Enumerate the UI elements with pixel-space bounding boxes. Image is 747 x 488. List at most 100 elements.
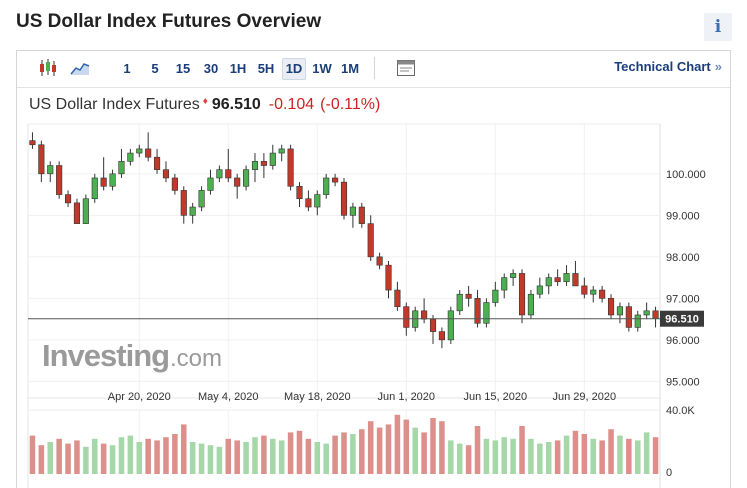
candle-body (73, 202, 81, 224)
candle (634, 310, 641, 332)
volume-bar (56, 438, 62, 474)
candle (198, 186, 205, 212)
candle-body (527, 293, 534, 316)
timeframe-15[interactable]: 15 (175, 61, 191, 76)
timeframe-1w[interactable]: 1W (312, 61, 332, 76)
volume-bar (314, 442, 321, 474)
price-tick-label: 97.000 (666, 293, 700, 305)
volume-bar (456, 443, 463, 474)
volume-bar (634, 440, 641, 474)
technical-chart-link[interactable]: Technical Chart» (614, 59, 722, 74)
volume-bar (394, 414, 401, 474)
candle-body (251, 161, 259, 170)
date-tick-label: May 18, 2020 (284, 391, 351, 403)
candle-body (554, 277, 561, 283)
volume-bar (572, 430, 579, 474)
candle (572, 261, 579, 287)
candle-body (269, 152, 276, 166)
timeframe-5[interactable]: 5 (151, 61, 159, 76)
candle (652, 306, 659, 328)
volume-bar (118, 437, 125, 474)
date-tick-label: Jun 29, 2020 (553, 391, 617, 403)
volume-bar (47, 442, 54, 474)
volume-bar (100, 443, 107, 474)
candlestick-chart-icon[interactable] (37, 58, 59, 78)
volume-bar (581, 434, 588, 474)
candle (447, 306, 454, 345)
volume-bar (65, 443, 71, 474)
candle-body (296, 185, 303, 200)
candle (73, 198, 81, 224)
quote-line: US Dollar Index Futures ♦ 96.510 -0.104 (-0.… (29, 96, 386, 114)
page-title: US Dollar Index Futures Overview (16, 11, 322, 32)
volume-bar (252, 437, 258, 474)
volume-bar (483, 438, 490, 474)
volume-bar (323, 443, 329, 474)
candle-body (438, 331, 445, 341)
candle (269, 144, 276, 170)
candle (64, 190, 72, 208)
price-tick-label: 95.000 (666, 376, 700, 388)
candle (91, 173, 98, 203)
volume-bar (528, 438, 534, 474)
last-price-line: 96.510 (28, 310, 704, 327)
volume-bar (617, 435, 623, 474)
candle-body (376, 256, 383, 266)
volume-bar (599, 440, 605, 474)
candle (332, 173, 339, 187)
candle-body (64, 194, 72, 204)
indicators-panel-icon[interactable] (395, 58, 417, 78)
timeframe-1[interactable]: 1 (123, 61, 131, 76)
timeframe-1h[interactable]: 1H (229, 61, 247, 76)
price-change: -0.104 (268, 96, 315, 113)
candle-body (287, 148, 294, 187)
candle-body (29, 140, 36, 146)
candle (29, 132, 36, 149)
volume-bar (189, 442, 196, 474)
timeframe-30[interactable]: 30 (203, 61, 219, 76)
last-price-badge (660, 310, 704, 327)
candle (599, 285, 606, 303)
candle (225, 148, 232, 183)
volume-bar (554, 440, 561, 474)
investing-logo: Investing .com (42, 338, 222, 373)
volume-tick-label: 0 (666, 467, 672, 479)
logo-brand: Investing (42, 338, 169, 373)
candle (554, 269, 561, 286)
candle-body (349, 206, 356, 216)
candle (82, 194, 89, 224)
volume-bar (181, 424, 187, 474)
candle (590, 285, 597, 303)
candle-body (323, 177, 330, 195)
volume-bar (145, 438, 151, 474)
timeframe-1d[interactable]: 1D (282, 58, 306, 80)
logo-suffix: .com (170, 345, 222, 372)
candle-body (465, 293, 472, 299)
candlestick-series (29, 132, 659, 349)
date-tick-label: Jun 15, 2020 (464, 391, 528, 403)
candle (56, 161, 63, 199)
candle (314, 190, 321, 216)
last-price: 96.510 (211, 96, 261, 113)
candle (456, 290, 463, 315)
candle (207, 169, 214, 195)
candle-body (118, 161, 125, 175)
volume-bar (448, 440, 454, 474)
timeframe-5h[interactable]: 5H (257, 61, 275, 76)
candle (492, 281, 499, 307)
candle-body (332, 177, 339, 183)
info-icon[interactable]: i (704, 13, 732, 41)
price-tick-label: 99.000 (666, 210, 700, 222)
candle-body (634, 314, 641, 328)
volume-bar (439, 421, 445, 474)
candle (527, 290, 534, 320)
candle (385, 261, 392, 299)
candle-body (501, 277, 508, 291)
last-price-label: 96.510 (665, 314, 699, 326)
timeframe-1m[interactable]: 1M (340, 61, 360, 76)
area-chart-icon[interactable] (69, 58, 91, 78)
candle-body (136, 148, 143, 154)
candle (367, 215, 374, 261)
volume-series: 40.0K 0 (29, 405, 695, 479)
